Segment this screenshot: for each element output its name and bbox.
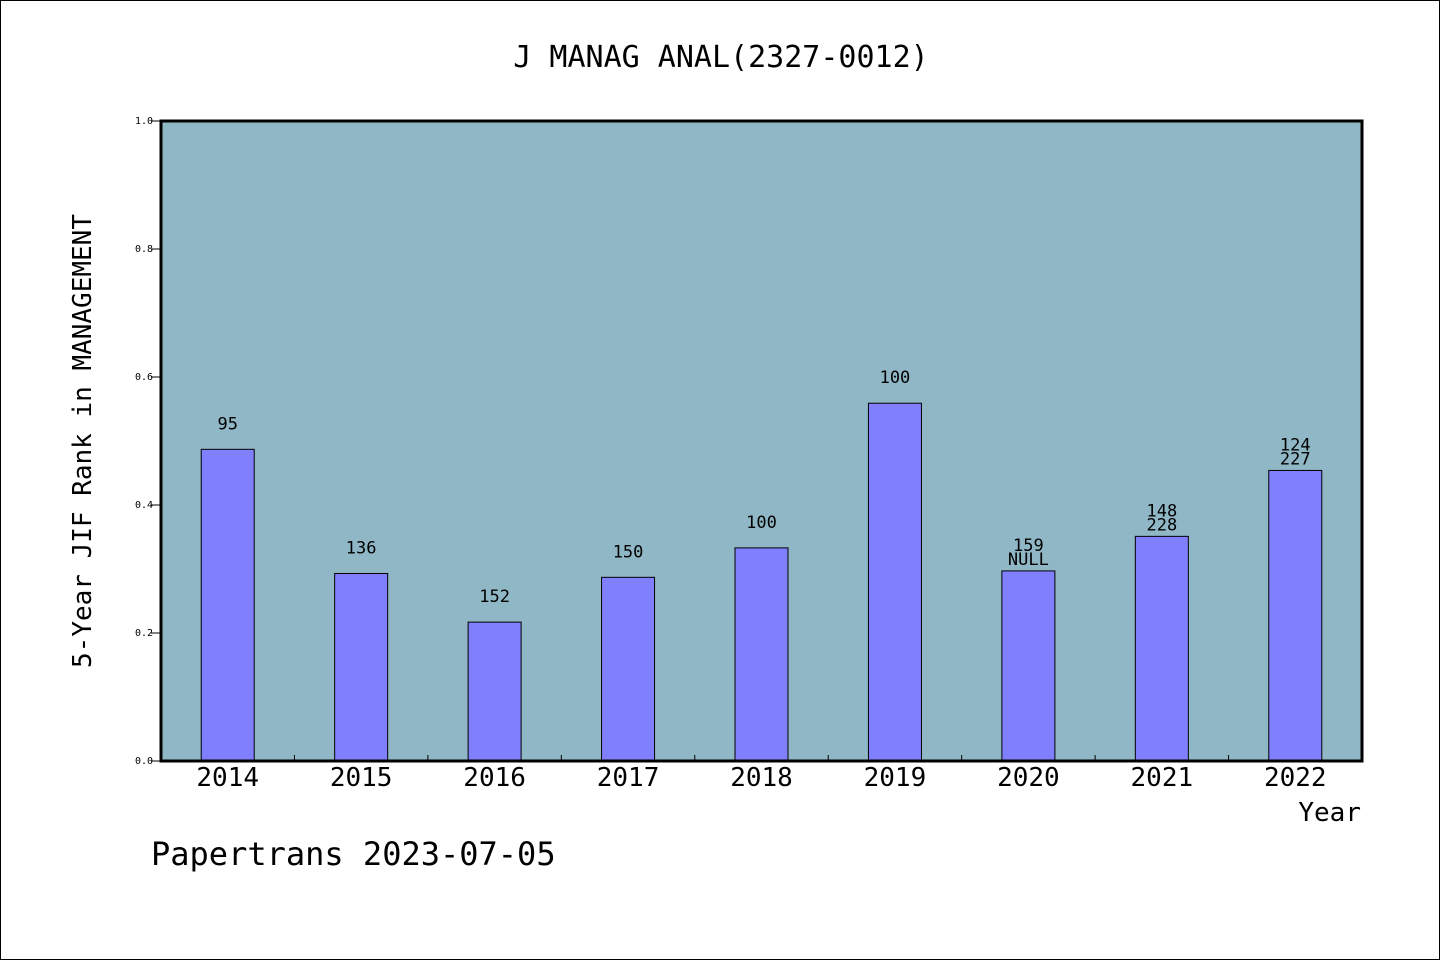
bar-2015 [334,572,389,762]
bar-data-label: 124 [1280,435,1311,455]
bar-data-label: 100 [746,513,777,533]
x-tick-label: 2021 [1131,763,1194,793]
y-tick-label: 0.0 [135,756,153,767]
x-tick-label: 2019 [864,763,927,793]
bar-data-label: 150 [613,542,644,562]
y-tick-label: 1.0 [135,116,153,127]
x-tick-label: 2022 [1264,763,1327,793]
y-axis-label: 5-Year JIF Rank in MANAGEMENT [68,214,98,668]
bar-data-label: 228 [1146,515,1177,535]
bar-data-label: 152 [479,587,510,607]
x-axis-label: Year [1298,798,1361,828]
x-tick-label: 2015 [330,763,393,793]
y-tick-label: 0.2 [135,628,153,639]
plot-border [159,119,1364,763]
bar-data-label: 159 [1013,536,1044,556]
bar-data-label: 148 [1146,501,1177,521]
y-axis-ticks: 0.0 0.2 0.4 0.6 0.8 1.0 [135,116,161,767]
bar-data-label: 100 [880,368,911,388]
x-tick-label: 2016 [463,763,526,793]
bar-data-label: 227 [1280,449,1311,469]
bar-2020 [1001,570,1056,762]
bar-data-label: 136 [346,538,377,558]
x-tick-label: 2018 [730,763,793,793]
bar-2018 [734,547,789,762]
x-tick-label: 2017 [597,763,660,793]
bar-2016 [467,621,522,762]
bar-2022 [1268,469,1323,762]
y-tick-label: 0.8 [135,244,153,255]
footer-credit: Papertrans 2023-07-05 [151,835,556,873]
bar-2017 [601,576,656,762]
y-tick-label: 0.6 [135,372,153,383]
x-axis-ticks: 2014 2015 2016 2017 2018 2019 2020 2021 2022 [196,755,1327,793]
x-tick-label: 2014 [196,763,259,793]
y-tick-label: 0.4 [135,500,153,511]
x-tick-label: 2020 [997,763,1060,793]
bar-data-label: NULL [1008,550,1049,570]
bar-series [200,402,1323,762]
chart-title: J MANAG ANAL(2327-0012) [513,40,928,75]
bar-data-label: 95 [217,414,237,434]
bar-2019 [867,402,922,762]
bar-2021 [1134,535,1189,762]
bar-2014 [200,448,255,762]
